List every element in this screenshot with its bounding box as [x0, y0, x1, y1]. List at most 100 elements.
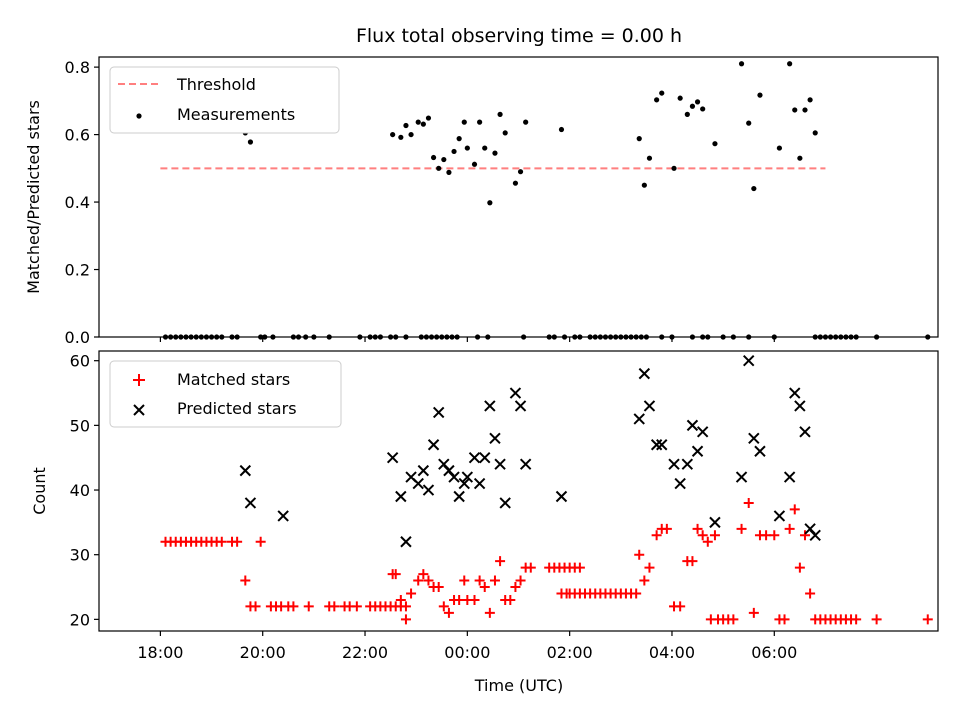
measurement-point	[497, 111, 503, 117]
measurement-point	[812, 130, 818, 136]
predicted-point	[239, 464, 252, 477]
matched-point	[351, 601, 362, 612]
predicted-point	[686, 419, 699, 432]
top-legend: Threshold Measurements	[109, 66, 340, 134]
measurement-point	[636, 136, 642, 142]
measurement-point	[654, 97, 660, 103]
predicted-point	[484, 400, 496, 412]
matched-point	[329, 601, 340, 612]
predicted-point	[656, 439, 668, 451]
measurement-point	[461, 119, 467, 125]
measurement-point	[512, 180, 519, 186]
bottom-legend: Matched stars Predicted stars	[109, 360, 342, 428]
measurement-point	[446, 169, 452, 175]
predicted-point	[794, 400, 806, 412]
x-axis-label: Time (UTC)	[474, 676, 563, 695]
x-tick-label: 04:00	[649, 643, 695, 662]
y-tick-label: 40	[70, 481, 90, 500]
x-tick-label: 02:00	[547, 643, 593, 662]
matched-point	[255, 536, 266, 547]
measurement-point	[802, 107, 808, 113]
matched-point	[489, 575, 500, 586]
matched-point	[515, 575, 526, 586]
x-tick-label: 00:00	[444, 643, 490, 662]
matched-point	[459, 575, 470, 586]
predicted-point	[519, 458, 532, 470]
measurement-point	[659, 90, 665, 96]
top-legend-box	[109, 66, 340, 134]
matched-point	[484, 607, 495, 618]
matched-point	[922, 614, 933, 625]
y-tick-label: 0.2	[65, 261, 90, 280]
predicted-point	[432, 406, 445, 419]
matched-point	[789, 504, 800, 515]
measurement-point	[492, 150, 498, 156]
matched-point	[784, 523, 795, 534]
predicted-point	[499, 497, 511, 509]
predicted-point	[735, 471, 748, 483]
measurement-point	[787, 61, 793, 67]
y-tick-label: 20	[70, 610, 90, 629]
predicted-point	[386, 451, 399, 464]
measurement-point	[408, 131, 414, 138]
matched-point	[288, 601, 299, 612]
measurement-point	[471, 161, 478, 167]
predicted-point	[555, 490, 568, 503]
measurement-point	[641, 182, 647, 188]
matched-point	[216, 536, 227, 547]
measurement-point	[757, 92, 763, 98]
predicted-point	[277, 510, 289, 522]
measurement-point	[807, 97, 813, 103]
matched-point	[697, 530, 708, 541]
x-tick-label: 20:00	[240, 643, 286, 662]
matched-point	[675, 601, 686, 612]
matched-point	[631, 588, 642, 599]
measurement-point	[700, 106, 706, 112]
matched-point	[406, 588, 417, 599]
y-tick-label: 30	[70, 546, 90, 565]
matched-point	[438, 601, 449, 612]
measurement-point	[451, 148, 457, 155]
measurement-point	[517, 169, 524, 175]
y-tick-label: 0.0	[65, 328, 90, 347]
top-panel-y-ticks: 0.0 0.2 0.4 0.6 0.8	[65, 58, 99, 347]
predicted-point	[412, 477, 424, 490]
y-tick-label: 0.8	[65, 58, 90, 77]
measurement-point	[403, 122, 409, 129]
measurement-point	[477, 119, 483, 125]
measurement-point	[684, 111, 690, 117]
matched-point	[395, 594, 406, 605]
predicted-point	[709, 516, 721, 529]
predicted-point	[668, 458, 680, 470]
predicted-point	[244, 497, 257, 509]
matched-point	[469, 594, 480, 605]
matched-point	[400, 601, 411, 612]
chart-title: Flux total observing time = 0.00 h	[356, 25, 682, 47]
predicted-point	[453, 490, 465, 503]
measurement-point	[390, 131, 396, 138]
predicted-legend-swatch	[133, 404, 145, 416]
predicted-point	[395, 490, 407, 503]
bottom-panel-x-ticks: 18:00 20:00 22:00 00:00 02:00 04:00 06:00	[137, 631, 797, 662]
matched-point	[525, 562, 536, 573]
bottom-legend-box	[109, 360, 342, 428]
top-panel-frame	[98, 56, 939, 338]
matched-point	[805, 588, 816, 599]
matched-point	[799, 530, 810, 541]
measurement-point	[671, 165, 677, 171]
matched-point	[728, 614, 739, 625]
matched-point	[687, 556, 698, 567]
predicted-point	[799, 426, 811, 438]
predicted-point	[743, 354, 755, 367]
matched-point	[574, 562, 585, 573]
matched-point	[779, 614, 790, 625]
measurement-point	[415, 119, 421, 125]
matched-point	[423, 575, 434, 586]
predicted-point	[650, 439, 663, 451]
matched-point	[692, 523, 703, 534]
predicted-point	[417, 464, 430, 477]
y-tick-label: 60	[70, 352, 90, 371]
measurement-point	[738, 61, 745, 67]
matched-point	[443, 607, 454, 618]
measurements-legend-swatch	[136, 113, 142, 119]
